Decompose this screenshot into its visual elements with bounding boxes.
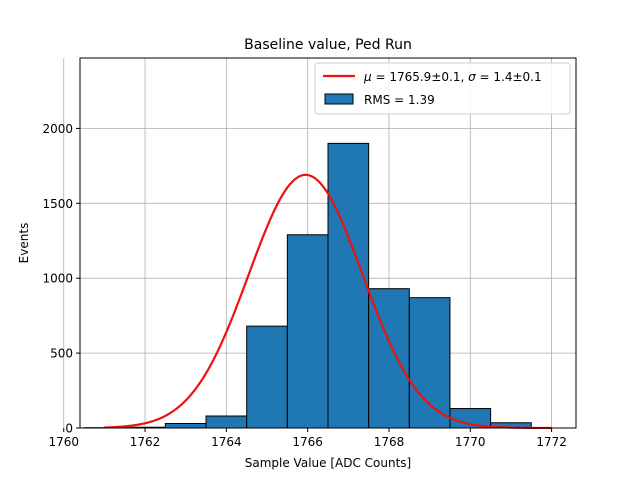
y-axis-label: Events	[17, 223, 31, 264]
histogram-bar	[164, 423, 207, 429]
x-tick-label: 1772	[536, 435, 567, 449]
histogram-bar	[246, 325, 288, 429]
plot-frame	[79, 57, 577, 429]
x-tick-label: 1762	[130, 435, 161, 449]
y-tick-label: 1000	[42, 272, 73, 286]
x-tick-label: 1768	[374, 435, 405, 449]
histogram-bar	[286, 234, 329, 429]
chart-title: Baseline value, Ped Run	[244, 37, 412, 53]
legend-sigma-symbol: σ	[468, 70, 476, 84]
legend: μ = 1765.9±0.1, σ = 1.4±0.1 RMS = 1.39	[314, 62, 571, 115]
legend-mu-value: = 1765.9±0.1,	[372, 70, 468, 84]
gaussian-fit	[104, 173, 552, 430]
histogram-bar	[327, 142, 370, 429]
legend-fit-label: μ = 1765.9±0.1, σ = 1.4±0.1	[363, 70, 542, 84]
y-tick-label: 2000	[42, 122, 73, 136]
histogram-bar	[205, 415, 248, 429]
x-axis-label: Sample Value [ADC Counts]	[245, 456, 411, 470]
y-tick-label: 1500	[42, 197, 73, 211]
gaussian-fit-curve	[104, 173, 552, 430]
x-tick-label: 1760	[48, 435, 79, 449]
x-tick-label: 1770	[455, 435, 486, 449]
x-tick-label: 1764	[211, 435, 242, 449]
legend-hist-swatch	[324, 93, 354, 105]
legend-box	[314, 62, 571, 115]
y-tick-label: 500	[50, 347, 73, 361]
x-axis-ticks: 1760 1762 1764 1766 1768 1770 1772	[48, 428, 567, 449]
legend-hist-label: RMS = 1.39	[364, 93, 435, 107]
y-axis-ticks: 0 500 1000 1500 2000	[42, 122, 80, 436]
legend-sigma-value: = 1.4±0.1	[476, 70, 542, 84]
y-tick-label: 0	[65, 422, 73, 436]
histogram-bar	[408, 297, 451, 429]
x-tick-label: 1766	[292, 435, 323, 449]
legend-mu-symbol: μ	[363, 70, 372, 84]
